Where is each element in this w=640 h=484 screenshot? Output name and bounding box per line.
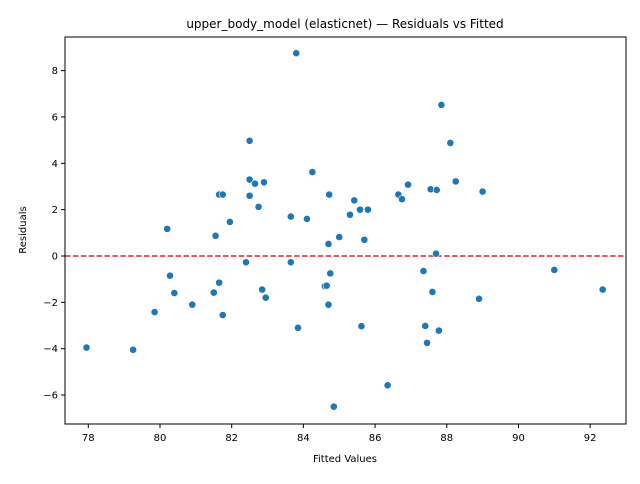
x-axis-ticks: 78 80 82 84 86 88 90 92: [82, 424, 597, 444]
data-point: [350, 196, 359, 205]
data-point: [294, 323, 302, 332]
data-point: [324, 240, 333, 248]
data-point: [446, 139, 455, 147]
data-point: [437, 100, 446, 109]
data-point: [170, 289, 179, 297]
data-point: [286, 258, 295, 267]
x-tick-label: 88: [440, 433, 453, 444]
data-point: [346, 210, 354, 219]
chart-title: upper_body_model (elasticnet) — Residual…: [186, 17, 503, 31]
x-tick-label: 82: [225, 433, 238, 444]
data-point: [398, 195, 406, 204]
y-tick-label: −2: [43, 298, 58, 309]
data-point: [335, 233, 344, 241]
y-tick-label: 8: [52, 66, 58, 77]
data-point: [423, 338, 431, 347]
data-point: [325, 190, 334, 199]
data-point: [550, 265, 559, 274]
y-tick-label: 2: [52, 205, 58, 216]
data-point: [286, 212, 295, 221]
y-axis-ticks: −6 −4 −2 0 2 4 6 8: [43, 66, 65, 402]
data-point: [218, 190, 227, 199]
data-point: [404, 180, 412, 189]
y-tick-label: 0: [52, 251, 58, 262]
data-point: [82, 343, 91, 352]
data-point: [260, 178, 268, 187]
data-point: [166, 271, 174, 280]
data-point: [245, 191, 254, 200]
data-point: [292, 49, 301, 58]
data-point: [150, 308, 159, 316]
data-point: [129, 345, 138, 354]
data-point: [254, 202, 263, 211]
data-point: [364, 205, 372, 214]
data-point: [428, 288, 437, 296]
data-point: [478, 187, 487, 196]
x-tick-label: 84: [297, 433, 310, 444]
y-tick-label: −4: [43, 344, 58, 355]
data-point: [209, 288, 218, 297]
data-point: [218, 311, 227, 319]
data-point: [258, 285, 267, 294]
data-point: [245, 136, 254, 145]
data-point: [251, 179, 259, 188]
y-tick-label: 4: [52, 159, 58, 170]
data-point: [357, 322, 366, 331]
x-tick-label: 92: [584, 433, 597, 444]
data-point: [242, 258, 250, 267]
data-point: [188, 300, 197, 309]
y-tick-label: −6: [43, 391, 58, 402]
data-point: [598, 285, 607, 294]
data-point: [211, 231, 220, 240]
x-tick-label: 90: [512, 433, 525, 444]
data-point: [322, 281, 331, 290]
y-axis-label: Residuals: [18, 206, 29, 253]
x-tick-label: 78: [82, 433, 95, 444]
data-point: [419, 267, 428, 275]
plot-area-frame: [64, 36, 627, 425]
scatter-points: [82, 49, 607, 411]
data-point: [261, 293, 270, 302]
data-point: [432, 186, 441, 194]
data-point: [475, 294, 483, 303]
data-point: [163, 224, 172, 233]
data-point: [421, 322, 430, 330]
data-point: [360, 235, 369, 244]
data-point: [451, 177, 460, 186]
data-point: [303, 215, 311, 223]
data-point: [356, 205, 364, 214]
data-point: [432, 249, 440, 258]
x-tick-label: 86: [369, 433, 382, 444]
x-tick-label: 80: [154, 433, 167, 444]
data-point: [215, 278, 224, 287]
data-point: [383, 381, 392, 390]
data-point: [434, 326, 443, 335]
data-point: [324, 300, 333, 309]
data-point: [329, 402, 338, 411]
data-point: [225, 218, 234, 226]
x-axis-label: Fitted Values: [313, 454, 377, 465]
data-point: [245, 175, 254, 184]
y-tick-label: 6: [52, 112, 58, 123]
data-point: [308, 168, 317, 177]
data-point: [326, 269, 335, 278]
